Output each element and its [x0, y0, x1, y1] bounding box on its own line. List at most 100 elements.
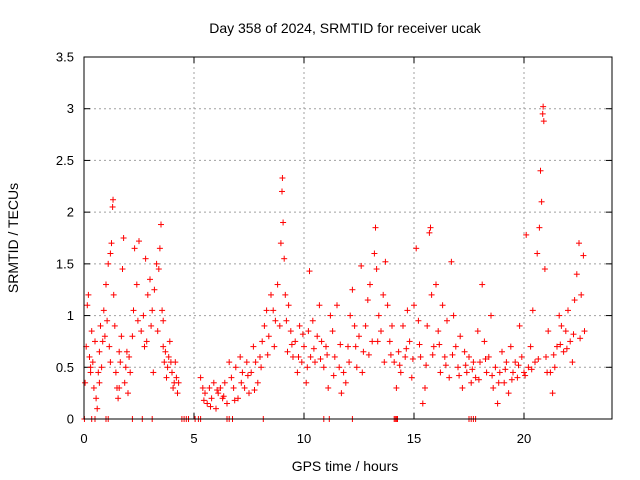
data-point: [144, 291, 151, 298]
data-point: [538, 198, 545, 205]
data-point: [174, 390, 181, 397]
data-point: [334, 302, 340, 309]
data-point: [248, 369, 255, 376]
data-point: [413, 245, 420, 252]
data-point: [436, 341, 443, 348]
data-point: [305, 328, 312, 335]
data-point: [143, 338, 150, 345]
data-point: [508, 376, 515, 383]
data-point: [197, 374, 204, 381]
data-point: [569, 359, 576, 366]
data-point: [155, 266, 162, 273]
data-point: [148, 322, 155, 329]
data-point: [99, 338, 106, 345]
data-point: [117, 359, 124, 366]
data-point: [525, 364, 532, 371]
data-point: [527, 343, 534, 350]
data-point: [529, 307, 536, 314]
data-point: [576, 240, 582, 247]
data-point: [384, 302, 391, 309]
data-point: [207, 403, 214, 410]
data-point: [336, 364, 343, 371]
data-point: [503, 359, 510, 366]
data-point: [316, 302, 323, 309]
data-point: [378, 328, 384, 335]
data-point: [490, 384, 497, 391]
data-point: [472, 374, 479, 381]
data-point: [93, 395, 100, 402]
data-point: [88, 328, 95, 335]
data-point: [446, 374, 453, 381]
data-point: [118, 333, 125, 340]
data-point: [330, 372, 337, 379]
data-point: [494, 400, 501, 407]
data-point: [290, 353, 296, 360]
data-point: [213, 405, 219, 412]
data-point: [294, 369, 301, 376]
data-point: [543, 353, 549, 360]
data-point: [532, 359, 538, 366]
data-point: [492, 364, 499, 371]
data-point: [134, 317, 141, 324]
data-point: [558, 322, 565, 329]
data-point: [86, 353, 93, 360]
data-point: [570, 331, 577, 338]
y-tick-label: 3: [67, 101, 74, 116]
data-point: [96, 348, 103, 355]
data-point: [109, 203, 116, 210]
data-point: [393, 384, 400, 391]
data-point: [345, 343, 351, 350]
data-point: [320, 364, 327, 371]
data-point: [323, 343, 329, 350]
data-point: [310, 345, 317, 352]
data-point: [499, 348, 505, 355]
grid-layer: [84, 57, 612, 419]
data-point: [116, 348, 123, 355]
data-point: [106, 343, 113, 350]
data-point: [103, 281, 109, 288]
data-point: [375, 312, 382, 319]
data-point: [391, 359, 398, 366]
data-point: [550, 351, 557, 358]
data-point: [427, 224, 434, 231]
data-point: [231, 397, 238, 404]
y-tick-label: 2: [67, 205, 74, 220]
data-point: [317, 356, 324, 363]
data-point: [151, 286, 158, 293]
data-point: [84, 302, 91, 309]
data-point: [85, 291, 92, 298]
data-point: [340, 369, 347, 376]
y-tick-label: 0: [67, 412, 74, 427]
data-point: [437, 369, 444, 376]
data-point: [250, 343, 257, 350]
data-point: [261, 322, 268, 329]
data-point: [581, 328, 588, 335]
data-point: [150, 369, 157, 376]
data-point: [389, 322, 395, 329]
data-point: [221, 379, 228, 386]
data-point: [133, 281, 140, 288]
plot-frame: [83, 56, 613, 420]
data-point: [567, 338, 574, 345]
y-tick-label: 2.5: [56, 153, 74, 168]
data-point: [565, 307, 571, 314]
data-point: [283, 317, 290, 324]
data-point: [461, 348, 468, 355]
data-point: [92, 338, 98, 345]
data-point: [505, 390, 512, 397]
data-point: [292, 338, 299, 345]
data-point: [545, 328, 552, 335]
data-point: [303, 379, 310, 386]
data-point: [210, 379, 217, 386]
data-point: [281, 255, 288, 262]
data-point: [140, 312, 147, 319]
data-point: [272, 317, 279, 324]
data-point: [404, 307, 411, 314]
data-point: [141, 343, 148, 350]
x-tick-label: 20: [517, 431, 531, 446]
data-point: [258, 364, 265, 371]
data-point: [349, 286, 356, 293]
data-point: [540, 118, 547, 125]
data-point: [423, 362, 430, 369]
